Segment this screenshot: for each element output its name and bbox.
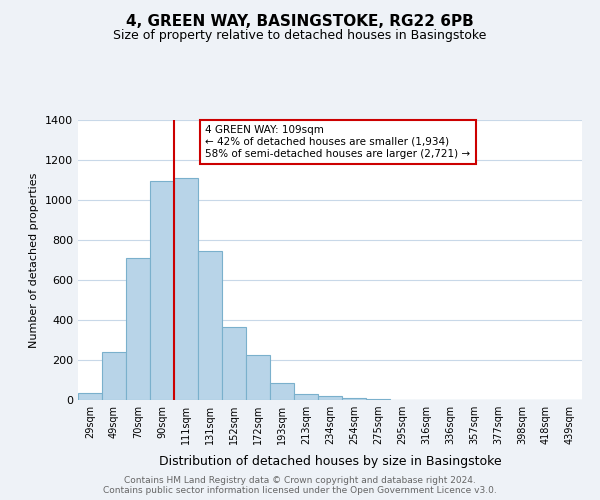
Y-axis label: Number of detached properties: Number of detached properties — [29, 172, 40, 348]
Bar — [270, 383, 294, 400]
Bar — [198, 251, 222, 400]
Bar — [294, 394, 318, 400]
Text: 4, GREEN WAY, BASINGSTOKE, RG22 6PB: 4, GREEN WAY, BASINGSTOKE, RG22 6PB — [126, 14, 474, 29]
Text: Contains HM Land Registry data © Crown copyright and database right 2024.
Contai: Contains HM Land Registry data © Crown c… — [103, 476, 497, 495]
X-axis label: Distribution of detached houses by size in Basingstoke: Distribution of detached houses by size … — [158, 456, 502, 468]
Bar — [318, 396, 342, 400]
Text: Size of property relative to detached houses in Basingstoke: Size of property relative to detached ho… — [113, 29, 487, 42]
Bar — [102, 352, 126, 400]
Bar — [222, 327, 246, 400]
Text: 4 GREEN WAY: 109sqm
← 42% of detached houses are smaller (1,934)
58% of semi-det: 4 GREEN WAY: 109sqm ← 42% of detached ho… — [205, 126, 470, 158]
Bar — [366, 399, 390, 400]
Bar — [126, 258, 150, 400]
Bar — [246, 355, 270, 400]
Bar — [150, 181, 174, 400]
Bar — [78, 393, 102, 400]
Bar — [174, 178, 198, 400]
Bar — [342, 398, 366, 400]
